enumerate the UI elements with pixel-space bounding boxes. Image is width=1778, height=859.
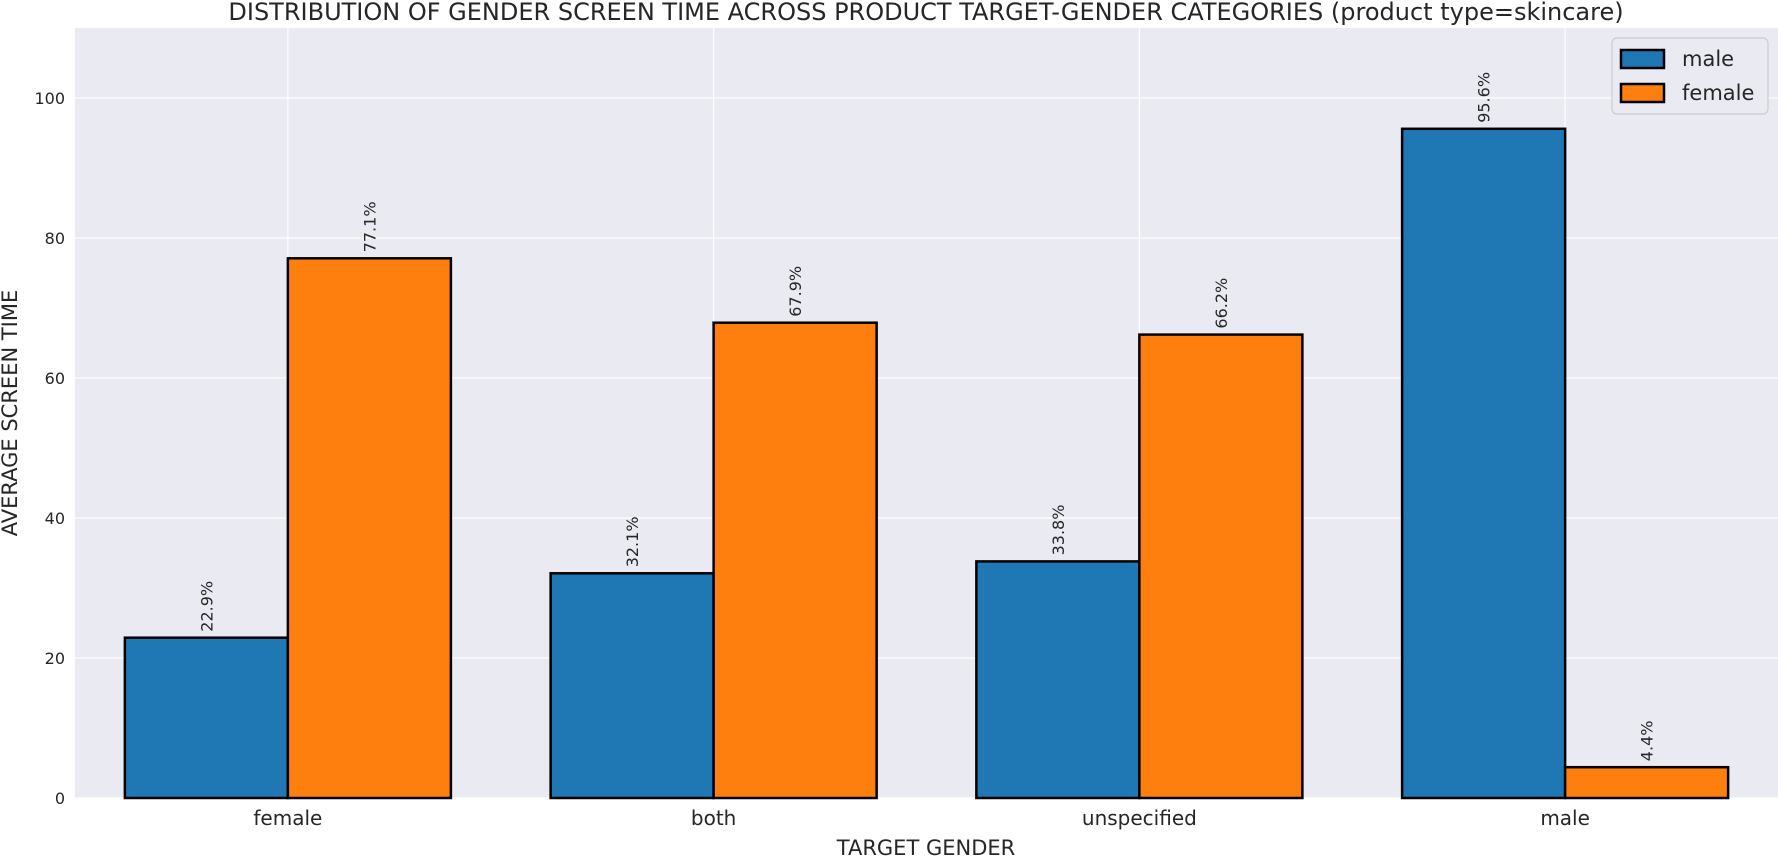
legend-swatch-female: [1619, 82, 1666, 104]
y-axis-label: AVERAGE SCREEN TIME: [0, 290, 22, 537]
bar-male-both: [549, 572, 715, 800]
chart-title: DISTRIBUTION OF GENDER SCREEN TIME ACROS…: [228, 0, 1623, 26]
bar-value-label: 4.4%: [1638, 721, 1657, 762]
y-tick-labels: 0 20 40 60 80 100: [34, 89, 65, 808]
bar-female-unspecified: [1138, 333, 1304, 800]
bar-female-female: [286, 257, 453, 800]
legend-label-female: female: [1682, 81, 1754, 105]
x-tick-label: both: [691, 806, 736, 830]
legend-swatch-male: [1619, 48, 1666, 70]
bar-value-label: 32.1%: [623, 516, 642, 567]
bar-value-label: 33.8%: [1049, 505, 1068, 556]
x-tick-label: unspecified: [1082, 806, 1197, 830]
bar-male-female: [123, 636, 290, 800]
y-tick-label: 0: [55, 789, 65, 808]
bar-value-label: 95.6%: [1475, 72, 1494, 123]
bar-value-label: 22.9%: [197, 581, 216, 632]
y-tick-label: 20: [45, 649, 65, 668]
legend: male female: [1611, 37, 1769, 115]
bar-female-male: [1563, 765, 1730, 800]
x-axis-label: TARGET GENDER: [836, 836, 1015, 859]
bars: [123, 127, 1730, 800]
bar-value-label: 67.9%: [786, 266, 805, 317]
x-tick-label: female: [253, 806, 322, 830]
bar-male-unspecified: [975, 560, 1141, 800]
y-tick-label: 100: [34, 89, 65, 108]
y-tick-label: 40: [45, 509, 65, 528]
y-tick-label: 60: [45, 369, 65, 388]
x-tick-labels: female both unspecified male: [253, 806, 1590, 830]
x-tick-label: male: [1540, 806, 1590, 830]
legend-label-male: male: [1682, 47, 1734, 71]
bar-value-label: 77.1%: [360, 201, 379, 252]
bar-male-male: [1400, 127, 1567, 800]
y-tick-label: 80: [45, 229, 65, 248]
bar-labels: 22.9% 77.1% 32.1% 67.9% 33.8% 66.2% 95.6% 4.4%: [197, 72, 1656, 761]
bar-female-both: [712, 321, 878, 800]
bar-value-label: 66.2%: [1212, 278, 1231, 329]
